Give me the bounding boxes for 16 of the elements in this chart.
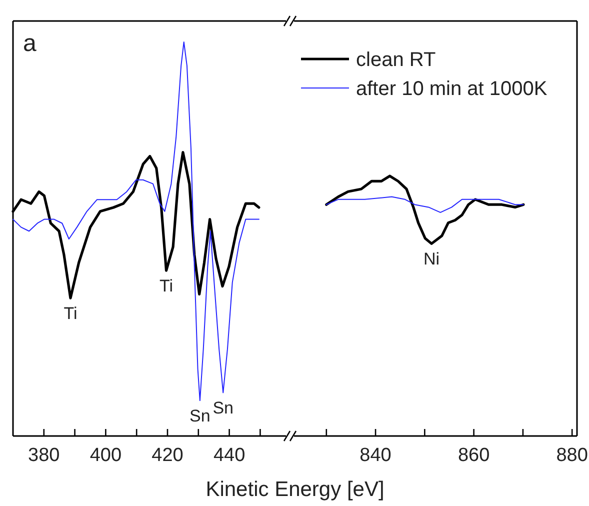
x-tick-label: 840 [360,445,392,466]
x-tick-label: 440 [213,445,246,466]
x-tick-label: 880 [556,445,588,466]
x-tick-label: 400 [90,445,122,466]
x-tick-label: 860 [458,445,490,466]
annotation: Sn [190,406,210,426]
x-tick-label: 420 [152,445,184,466]
annotation: Sn [212,398,234,418]
legend-label: after 10 min at 1000K [356,78,548,100]
x-tick-label: 380 [28,445,60,466]
annotation: Ni [424,250,440,269]
x-axis-title: Kinetic Energy [eV] [206,478,384,501]
annotation: Ti [64,304,78,324]
legend-label: clean RT [356,49,436,71]
annotation: Ti [159,276,174,296]
annotation: a [23,30,37,57]
